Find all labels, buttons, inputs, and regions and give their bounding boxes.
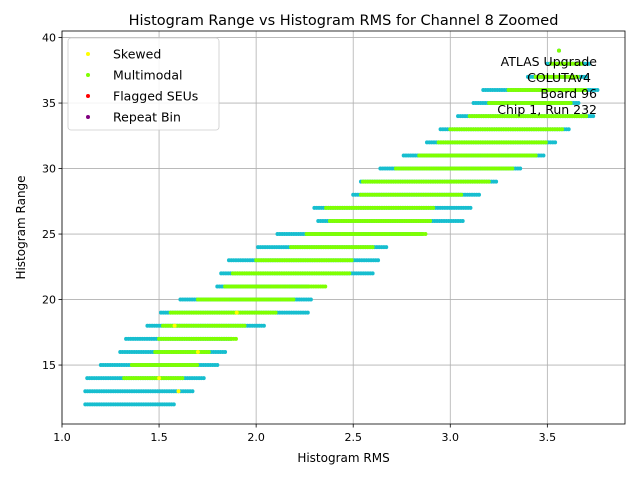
data-point xyxy=(468,205,473,210)
x-tick-label: 3.5 xyxy=(539,431,557,444)
annotation-line-4: Chip 1, Run 232 xyxy=(497,102,597,117)
data-point xyxy=(201,376,206,381)
data-point xyxy=(459,192,464,197)
data-point xyxy=(323,284,328,289)
legend-marker-multimodal xyxy=(86,73,90,77)
data-point xyxy=(291,297,296,302)
data-point xyxy=(566,127,571,132)
legend-marker-skewed xyxy=(86,52,90,56)
y-axis-label: Histogram Range xyxy=(14,175,28,279)
data-point xyxy=(308,297,313,302)
legend-marker-flagged-seus xyxy=(86,94,90,98)
data-point xyxy=(477,192,482,197)
x-tick-label: 1.5 xyxy=(150,431,168,444)
y-tick-label: 15 xyxy=(42,359,56,372)
data-point xyxy=(553,140,558,145)
data-point xyxy=(305,310,310,315)
data-point xyxy=(583,87,588,92)
chart-title: Histogram Range vs Histogram RMS for Cha… xyxy=(129,13,559,29)
plot-frame xyxy=(61,30,626,425)
data-point xyxy=(494,179,499,184)
data-point xyxy=(591,114,596,119)
data-point xyxy=(584,74,589,79)
data-point xyxy=(176,389,181,394)
annotation-line-1: ATLAS Upgrade xyxy=(501,54,598,69)
data-point xyxy=(180,376,185,381)
data-point xyxy=(157,376,162,381)
data-point xyxy=(349,258,354,263)
legend-label-repeat-bin: Repeat Bin xyxy=(113,110,181,125)
data-point xyxy=(206,349,211,354)
data-point xyxy=(234,310,239,315)
annotation-line-3: Board 96 xyxy=(540,86,597,101)
data-point xyxy=(587,61,592,66)
data-point xyxy=(584,114,589,119)
data-point xyxy=(171,402,176,407)
data-point xyxy=(556,48,561,53)
x-axis-ticks: 1.0 1.5 2.0 2.5 3.0 3.5 xyxy=(53,424,556,444)
y-tick-label: 25 xyxy=(42,228,56,241)
data-point xyxy=(384,245,389,250)
data-point xyxy=(190,389,195,394)
data-point xyxy=(543,140,548,145)
data-point xyxy=(242,323,247,328)
data-point xyxy=(510,166,515,171)
legend-marker-repeat-bin xyxy=(86,115,90,119)
data-point xyxy=(172,323,177,328)
data-point xyxy=(428,218,433,223)
data-point xyxy=(486,179,491,184)
data-point xyxy=(533,153,538,158)
data-point xyxy=(215,363,220,368)
data-point xyxy=(541,153,546,158)
legend-label-multimodal: Multimodal xyxy=(113,68,182,83)
data-point xyxy=(568,101,573,106)
legend-label-flagged-seus: Flagged SEUs xyxy=(113,89,198,104)
legend-box xyxy=(67,37,220,131)
x-tick-label: 2.5 xyxy=(344,431,362,444)
x-tick-label: 3.0 xyxy=(442,431,460,444)
data-point xyxy=(195,363,200,368)
legend: Skewed Multimodal Flagged SEUs Repeat Bi… xyxy=(67,37,220,131)
x-tick-label: 2.0 xyxy=(247,431,265,444)
data-point xyxy=(518,166,523,171)
chart-annotation: ATLAS Upgrade COLUTAv4 Board 96 Chip 1, … xyxy=(497,54,597,117)
data-point xyxy=(423,232,428,237)
data-point xyxy=(460,218,465,223)
y-tick-label: 35 xyxy=(42,97,56,110)
data-point xyxy=(431,205,436,210)
data-point xyxy=(233,336,238,341)
data-point xyxy=(575,74,580,79)
y-tick-label: 40 xyxy=(42,32,56,45)
data-point xyxy=(560,127,565,132)
data-point xyxy=(261,323,266,328)
data-point xyxy=(273,310,278,315)
data-point xyxy=(595,87,600,92)
y-axis-ticks: 15 20 25 30 35 40 xyxy=(42,32,62,372)
series-multimodal xyxy=(122,48,589,381)
x-tick-label: 1.0 xyxy=(53,431,71,444)
annotation-line-2: COLUTAv4 xyxy=(527,70,591,85)
legend-label-skewed: Skewed xyxy=(113,47,161,62)
series-skewed xyxy=(157,310,239,394)
y-tick-label: 20 xyxy=(42,294,56,307)
y-tick-label: 30 xyxy=(42,163,56,176)
data-point xyxy=(347,271,352,276)
data-point xyxy=(576,101,581,106)
data-point xyxy=(370,271,375,276)
data-point xyxy=(223,349,228,354)
x-axis-label: Histogram RMS xyxy=(297,451,389,465)
data-point xyxy=(376,258,381,263)
data-point xyxy=(195,349,200,354)
data-points xyxy=(83,48,600,407)
data-point xyxy=(370,245,375,250)
data-point xyxy=(579,61,584,66)
